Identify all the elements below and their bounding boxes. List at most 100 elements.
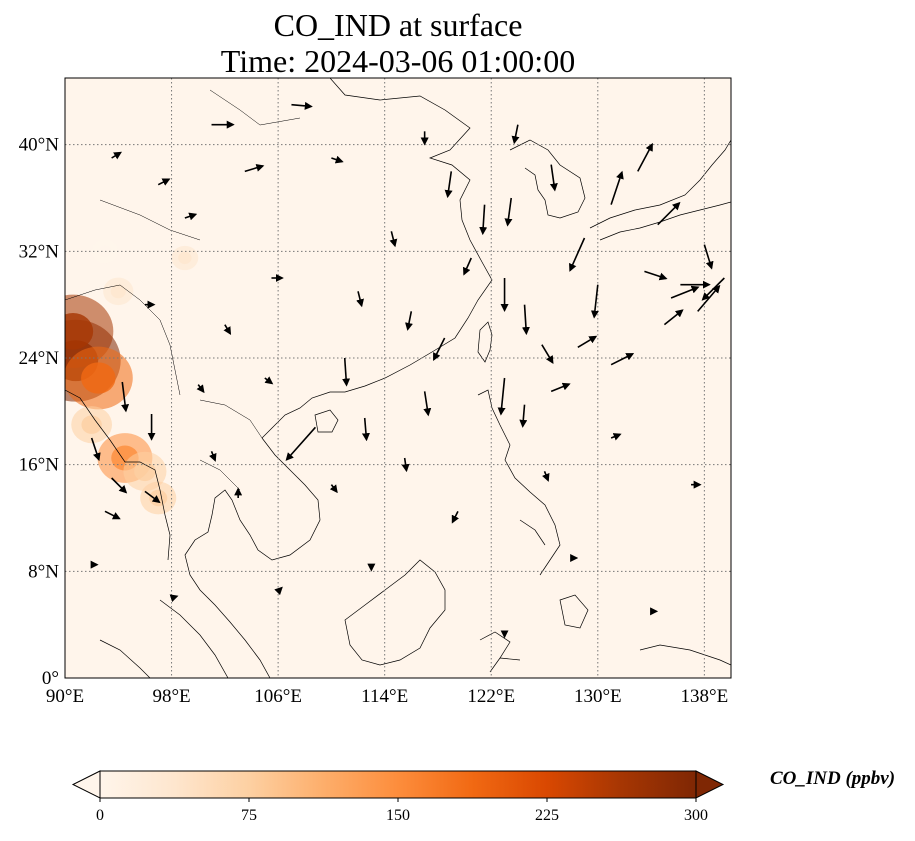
map-title-line1: CO_IND at surface	[273, 7, 523, 43]
wind-arrow	[610, 353, 635, 366]
latitude-tick-labels: 0° 8°N 16°N 24°N 32°N 40°N	[19, 135, 60, 689]
wind-arrow	[511, 124, 520, 145]
co-hotspot-core	[178, 251, 192, 265]
wind-arrow	[610, 433, 622, 441]
wind-arrow	[90, 437, 101, 462]
wind-arrow	[497, 377, 506, 416]
wind-arrow	[223, 324, 232, 336]
map-area: 90°E 98°E 106°E 114°E 122°E 130°E 138°E 0° 8°N 1…	[19, 77, 732, 707]
lat-lon-grid	[64, 78, 731, 679]
coastline-mindanao	[559, 594, 589, 629]
lon-tick-label: 114°E	[361, 686, 408, 707]
wind-arrow	[244, 163, 265, 173]
colorbar-tick-label: 75	[241, 807, 257, 824]
wind-arrow	[401, 457, 410, 473]
borders	[65, 89, 301, 491]
lon-tick-label: 122°E	[467, 686, 515, 707]
wind-arrow	[423, 391, 432, 417]
wind-arrow	[329, 484, 338, 494]
coastline-malaya	[99, 599, 229, 678]
wind-arrow	[644, 270, 668, 281]
wind-arrow	[389, 231, 398, 248]
coastlines	[65, 78, 731, 678]
wind-arrow	[291, 101, 313, 110]
wind-arrow	[342, 357, 351, 387]
co-hotspot-core	[98, 245, 112, 258]
map-frame	[64, 77, 732, 679]
wind-arrow	[356, 291, 364, 308]
colorbar-ticks: 0 75 150 225 300	[96, 798, 708, 824]
lat-tick-label: 16°N	[19, 455, 60, 476]
coastline-hainan	[314, 409, 339, 433]
wind-arrow	[433, 337, 446, 362]
wind-arrow	[577, 335, 598, 349]
colorbar: 0 75 150 225 300	[71, 770, 725, 824]
wind-arrow	[104, 510, 121, 520]
co-concentration-field	[65, 239, 199, 515]
coastline-sulawesi	[479, 631, 521, 673]
wind-arrow	[663, 309, 684, 326]
wind-arrow	[657, 201, 681, 226]
coastline-borneo	[344, 559, 446, 666]
colorbar-extend-max	[695, 770, 725, 799]
coastline-new-guinea	[639, 644, 731, 666]
lat-tick-label: 8°N	[28, 561, 59, 582]
lon-tick-label: 138°E	[681, 686, 729, 707]
wind-arrow	[590, 284, 599, 319]
wind-arrow	[444, 171, 453, 199]
colorbar-tick-label: 150	[386, 807, 410, 824]
wind-arrow	[451, 510, 459, 524]
wind-arrow	[285, 426, 317, 461]
wind-arrow	[274, 586, 283, 596]
wind-arrow	[549, 164, 558, 192]
colorbar-gradient	[99, 770, 697, 799]
lat-tick-label: 24°N	[19, 348, 60, 369]
wind-arrow	[196, 384, 205, 394]
wind-arrow	[184, 212, 198, 221]
wind-arrow	[331, 155, 344, 164]
wind-vectors	[90, 101, 725, 639]
lat-tick-label: 32°N	[19, 241, 60, 262]
wind-arrow	[697, 284, 721, 312]
wind-arrow	[542, 471, 550, 482]
co-hotspot-core	[81, 362, 116, 394]
wind-arrow	[541, 344, 554, 365]
co-hotspot-core	[149, 489, 168, 507]
map-title-line2: Time: 2024-03-06 01:00:00	[220, 43, 576, 79]
wind-arrow	[610, 170, 624, 205]
wind-arrow	[670, 285, 700, 299]
wind-arrow	[479, 204, 488, 236]
lon-tick-label: 90°E	[46, 686, 84, 707]
colorbar-tick-label: 0	[96, 807, 104, 824]
colorbar-label: CO_IND (ppbv)	[770, 768, 896, 789]
coastline-philippines	[477, 389, 561, 576]
lat-tick-label: 40°N	[19, 135, 60, 156]
coastline-korea	[509, 139, 586, 219]
wind-arrow	[111, 477, 128, 494]
coastline-mainland	[261, 78, 493, 439]
wind-arrow	[519, 404, 528, 428]
wind-arrow	[111, 151, 122, 160]
wind-arrow	[550, 382, 571, 393]
coastline-myanmar	[65, 389, 171, 561]
wind-arrow	[361, 417, 370, 442]
co-hotspot-core	[81, 415, 102, 434]
map-background	[65, 78, 731, 678]
lat-tick-label: 0°	[42, 668, 59, 689]
wind-arrow	[637, 142, 653, 172]
colorbar-tick-label: 300	[684, 807, 708, 824]
colorbar-tick-label: 225	[535, 807, 559, 824]
coastline-japan	[589, 139, 731, 241]
wind-arrow	[463, 257, 472, 276]
wind-arrow	[504, 197, 513, 227]
co-hotspot-core	[134, 461, 156, 482]
wind-arrow	[569, 237, 586, 272]
colorbar-extend-min	[71, 770, 101, 799]
coastline-indochina	[184, 437, 321, 678]
wind-arrow	[521, 304, 530, 336]
wind-arrow	[121, 381, 130, 413]
wind-arrow	[169, 594, 179, 603]
lon-tick-label: 130°E	[574, 686, 622, 707]
